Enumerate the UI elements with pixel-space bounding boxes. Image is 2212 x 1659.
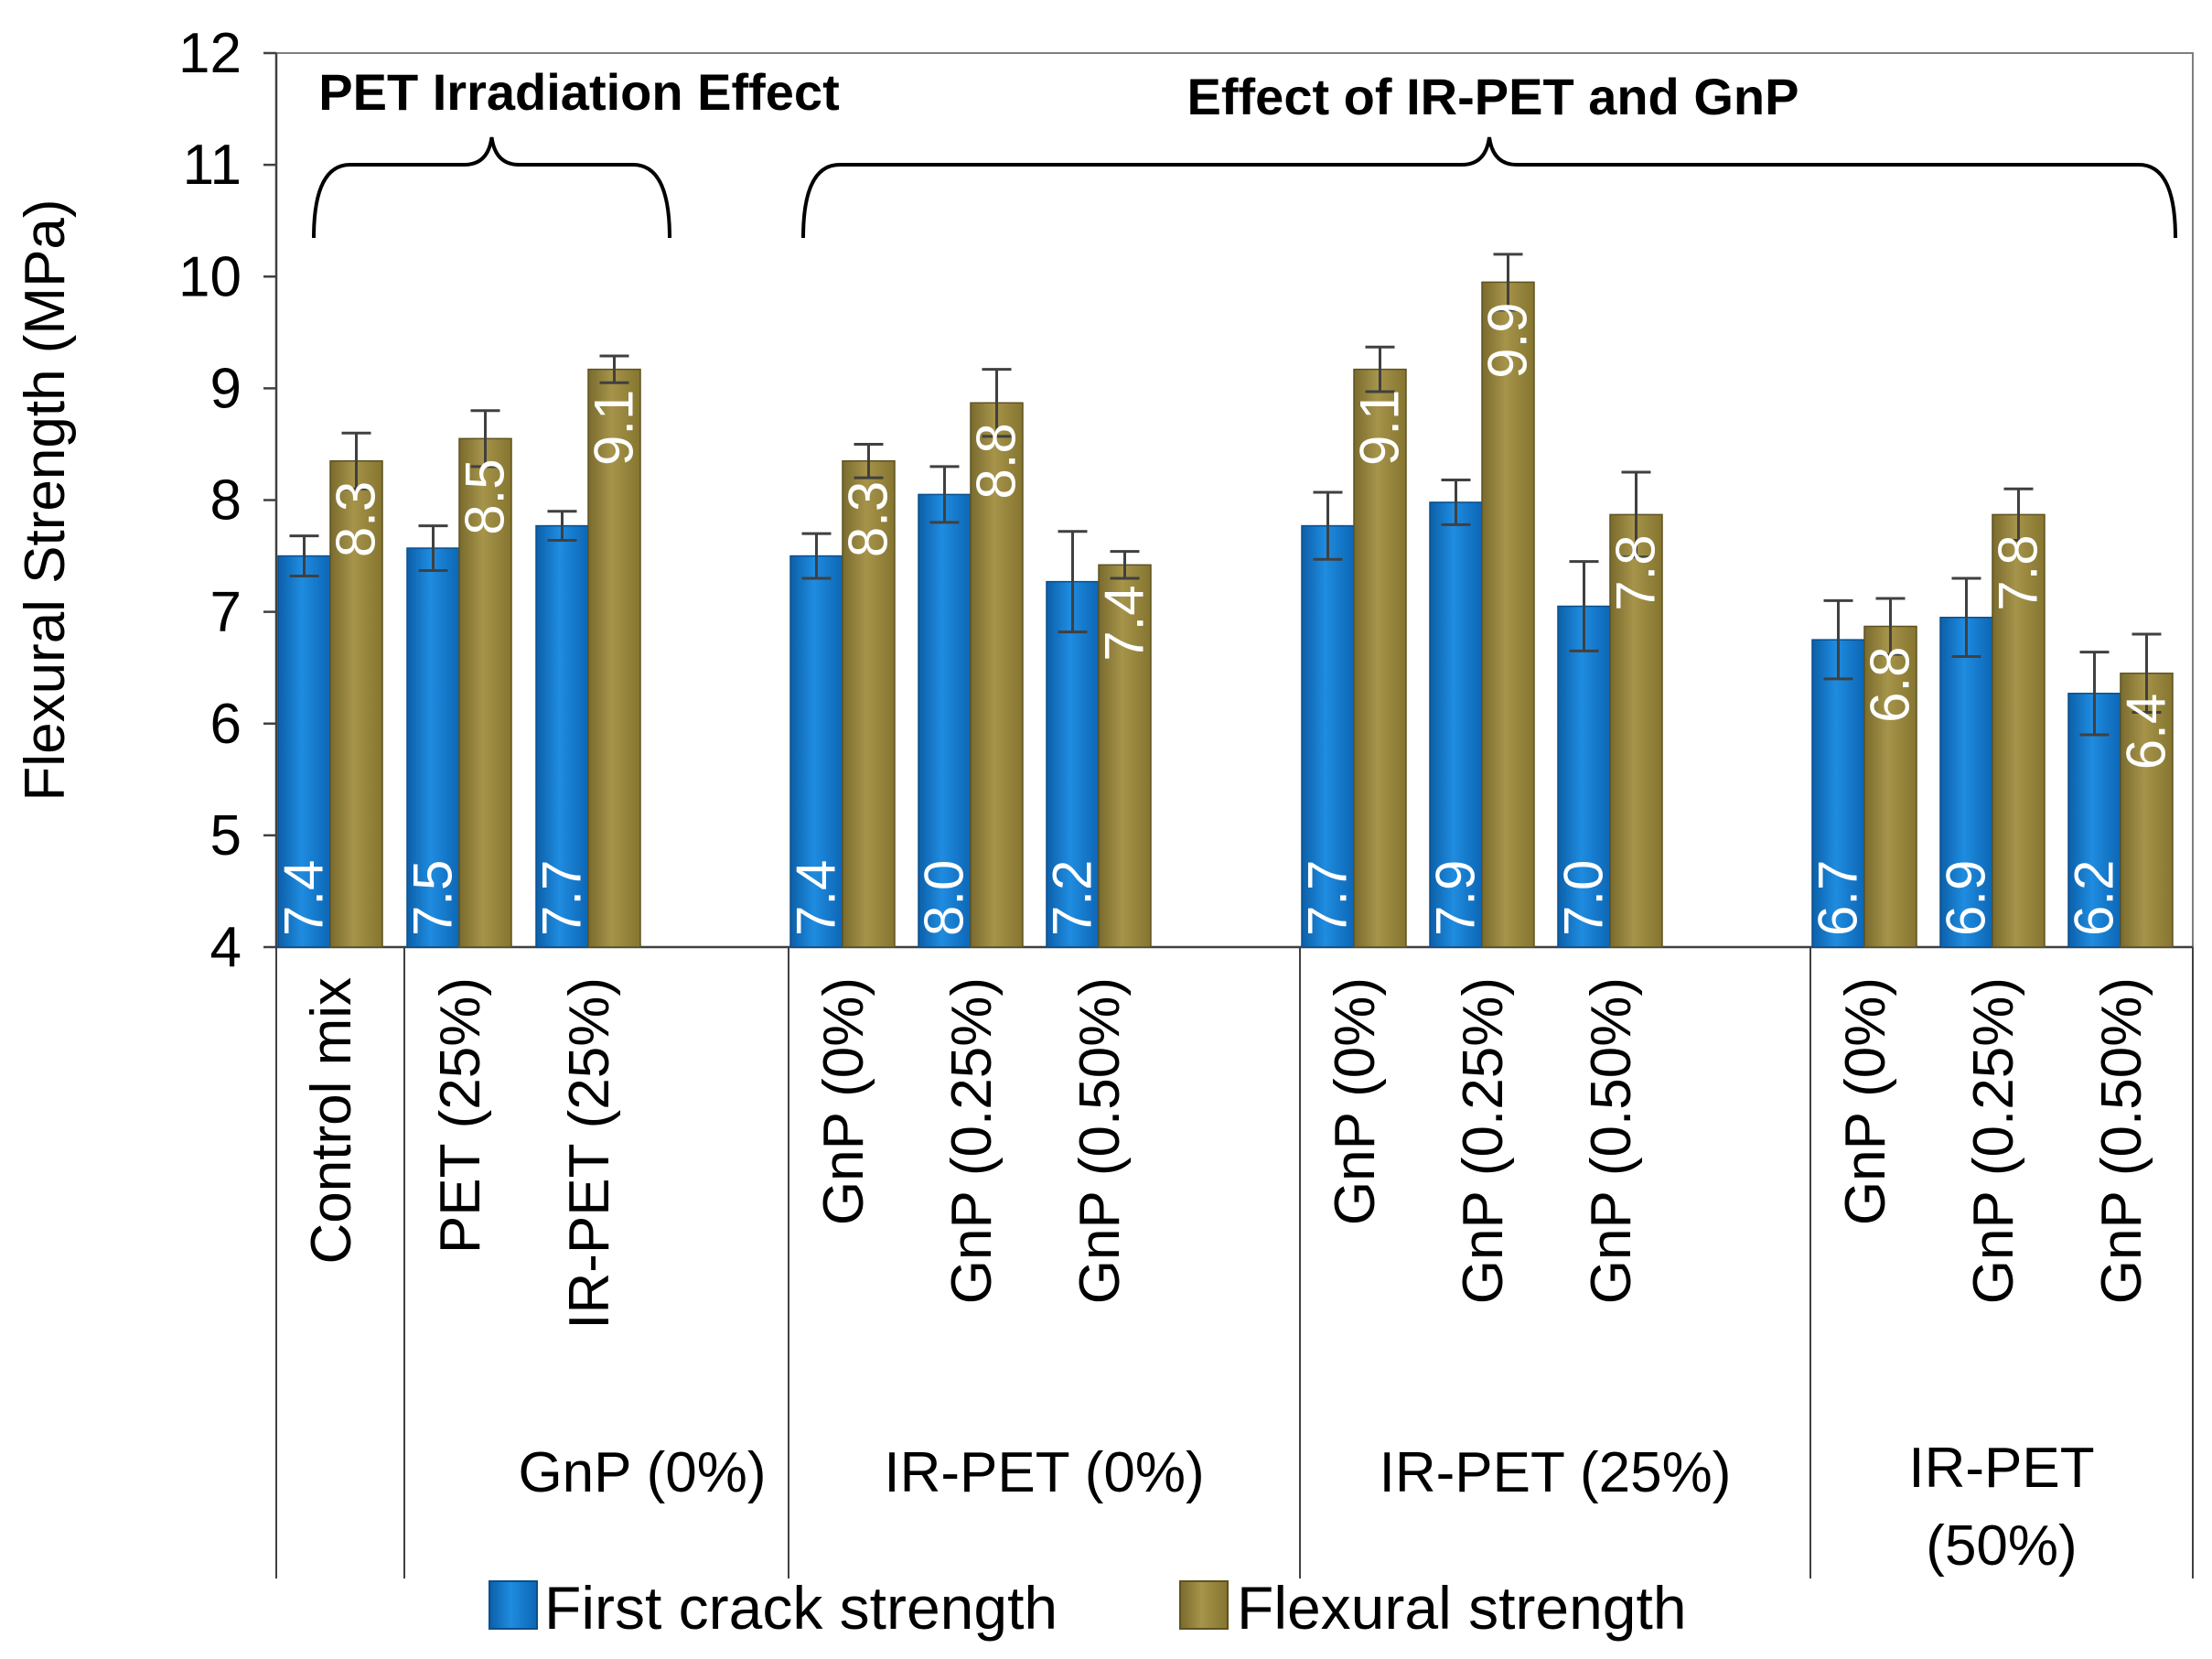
annotation-brace xyxy=(312,136,671,239)
bar-first-crack xyxy=(1939,616,1993,948)
group-label: GnP (0%) xyxy=(518,1441,766,1504)
bar-value-label: 6.7 xyxy=(1808,860,1869,936)
category-label: GnP (0.25%) xyxy=(1452,977,1515,1304)
category-label: GnP (0.50%) xyxy=(1068,977,1132,1304)
bar-value-label: 7.4 xyxy=(1094,585,1155,661)
legend-swatch-flexural xyxy=(1179,1580,1229,1630)
bar-flexural xyxy=(1353,368,1407,948)
bar-value-label: 7.2 xyxy=(1042,860,1103,936)
category-label: GnP (0%) xyxy=(1324,977,1387,1225)
group-label: IR-PET xyxy=(1908,1437,2094,1500)
bar-first-crack xyxy=(1557,605,1611,948)
y-axis-title: Flexural Strength (MPa) xyxy=(14,199,77,801)
bar-value-label: 6.4 xyxy=(2116,694,2177,770)
bar-flexural xyxy=(329,460,383,948)
y-tick-label: 9 xyxy=(210,357,242,420)
y-tick-label: 10 xyxy=(178,245,242,308)
category-label: GnP (0.50%) xyxy=(1580,977,1643,1304)
category-label: IR-PET (25%) xyxy=(558,977,621,1330)
y-tick-label: 4 xyxy=(210,916,242,979)
bar-value-label: 7.0 xyxy=(1553,860,1615,936)
category-label: GnP (0.25%) xyxy=(940,977,1004,1304)
annotation-label: PET Irradiation Effect xyxy=(318,63,839,121)
bar-value-label: 9.1 xyxy=(584,390,645,466)
bar-value-label: 6.2 xyxy=(2064,860,2125,936)
bar-first-crack xyxy=(918,493,972,948)
bar-flexural xyxy=(587,368,641,948)
bar-flexural xyxy=(458,437,512,948)
bar-value-label: 9.1 xyxy=(1349,390,1411,466)
y-tick-label: 7 xyxy=(210,581,242,644)
bar-value-label: 7.7 xyxy=(1297,860,1358,936)
group-label: IR-PET (25%) xyxy=(1380,1441,1732,1504)
bar-flexural xyxy=(1481,281,1535,948)
bar-first-crack xyxy=(1301,524,1355,948)
y-tick-label: 12 xyxy=(178,22,242,85)
bar-value-label: 7.8 xyxy=(1605,534,1667,610)
bar-value-label: 7.8 xyxy=(1988,534,2049,610)
bar-first-crack xyxy=(1046,580,1100,948)
bar-flexural xyxy=(1863,625,1917,948)
category-label: GnP (0.50%) xyxy=(2090,977,2153,1304)
y-tick-label: 11 xyxy=(183,134,242,197)
bar-value-label: 7.4 xyxy=(786,860,847,936)
bar-value-label: 8.0 xyxy=(914,860,975,936)
legend-label: Flexural strength xyxy=(1237,1574,1687,1642)
bar-value-label: 8.3 xyxy=(838,481,899,557)
group-label: IR-PET (0%) xyxy=(884,1441,1204,1504)
legend-label: First crack strength xyxy=(544,1574,1058,1642)
bar-first-crack xyxy=(1811,639,1865,948)
y-tick-label: 8 xyxy=(210,469,242,533)
y-tick-label: 5 xyxy=(210,804,242,867)
category-label: Control mix xyxy=(300,977,363,1265)
bar-value-label: 6.9 xyxy=(1936,860,1997,936)
legend-swatch-first-crack xyxy=(489,1580,538,1630)
bar-value-label: 7.4 xyxy=(274,860,335,936)
bar-flexural xyxy=(842,460,896,948)
bar-value-label: 8.5 xyxy=(455,458,516,534)
annotation-brace xyxy=(801,136,2177,239)
category-label: GnP (0%) xyxy=(812,977,875,1225)
bar-value-label: 8.8 xyxy=(966,423,1027,499)
annotation-label: Effect of IR-PET and GnP xyxy=(1187,68,1799,125)
bar-value-label: 6.8 xyxy=(1860,647,1921,723)
category-label: PET (25%) xyxy=(429,977,492,1254)
category-label: GnP (0%) xyxy=(1834,977,1897,1225)
category-label: GnP (0.25%) xyxy=(1962,977,2025,1304)
bar-flexural xyxy=(970,402,1024,948)
bar-value-label: 7.9 xyxy=(1425,860,1487,936)
bar-value-label: 7.7 xyxy=(532,860,593,936)
group-label: (50%) xyxy=(1926,1514,2077,1578)
bar-value-label: 8.3 xyxy=(326,481,387,557)
y-tick-label: 6 xyxy=(210,693,242,756)
bar-value-label: 9.9 xyxy=(1477,302,1539,378)
bar-flexural xyxy=(1609,513,1663,948)
bar-value-label: 7.5 xyxy=(403,860,464,936)
